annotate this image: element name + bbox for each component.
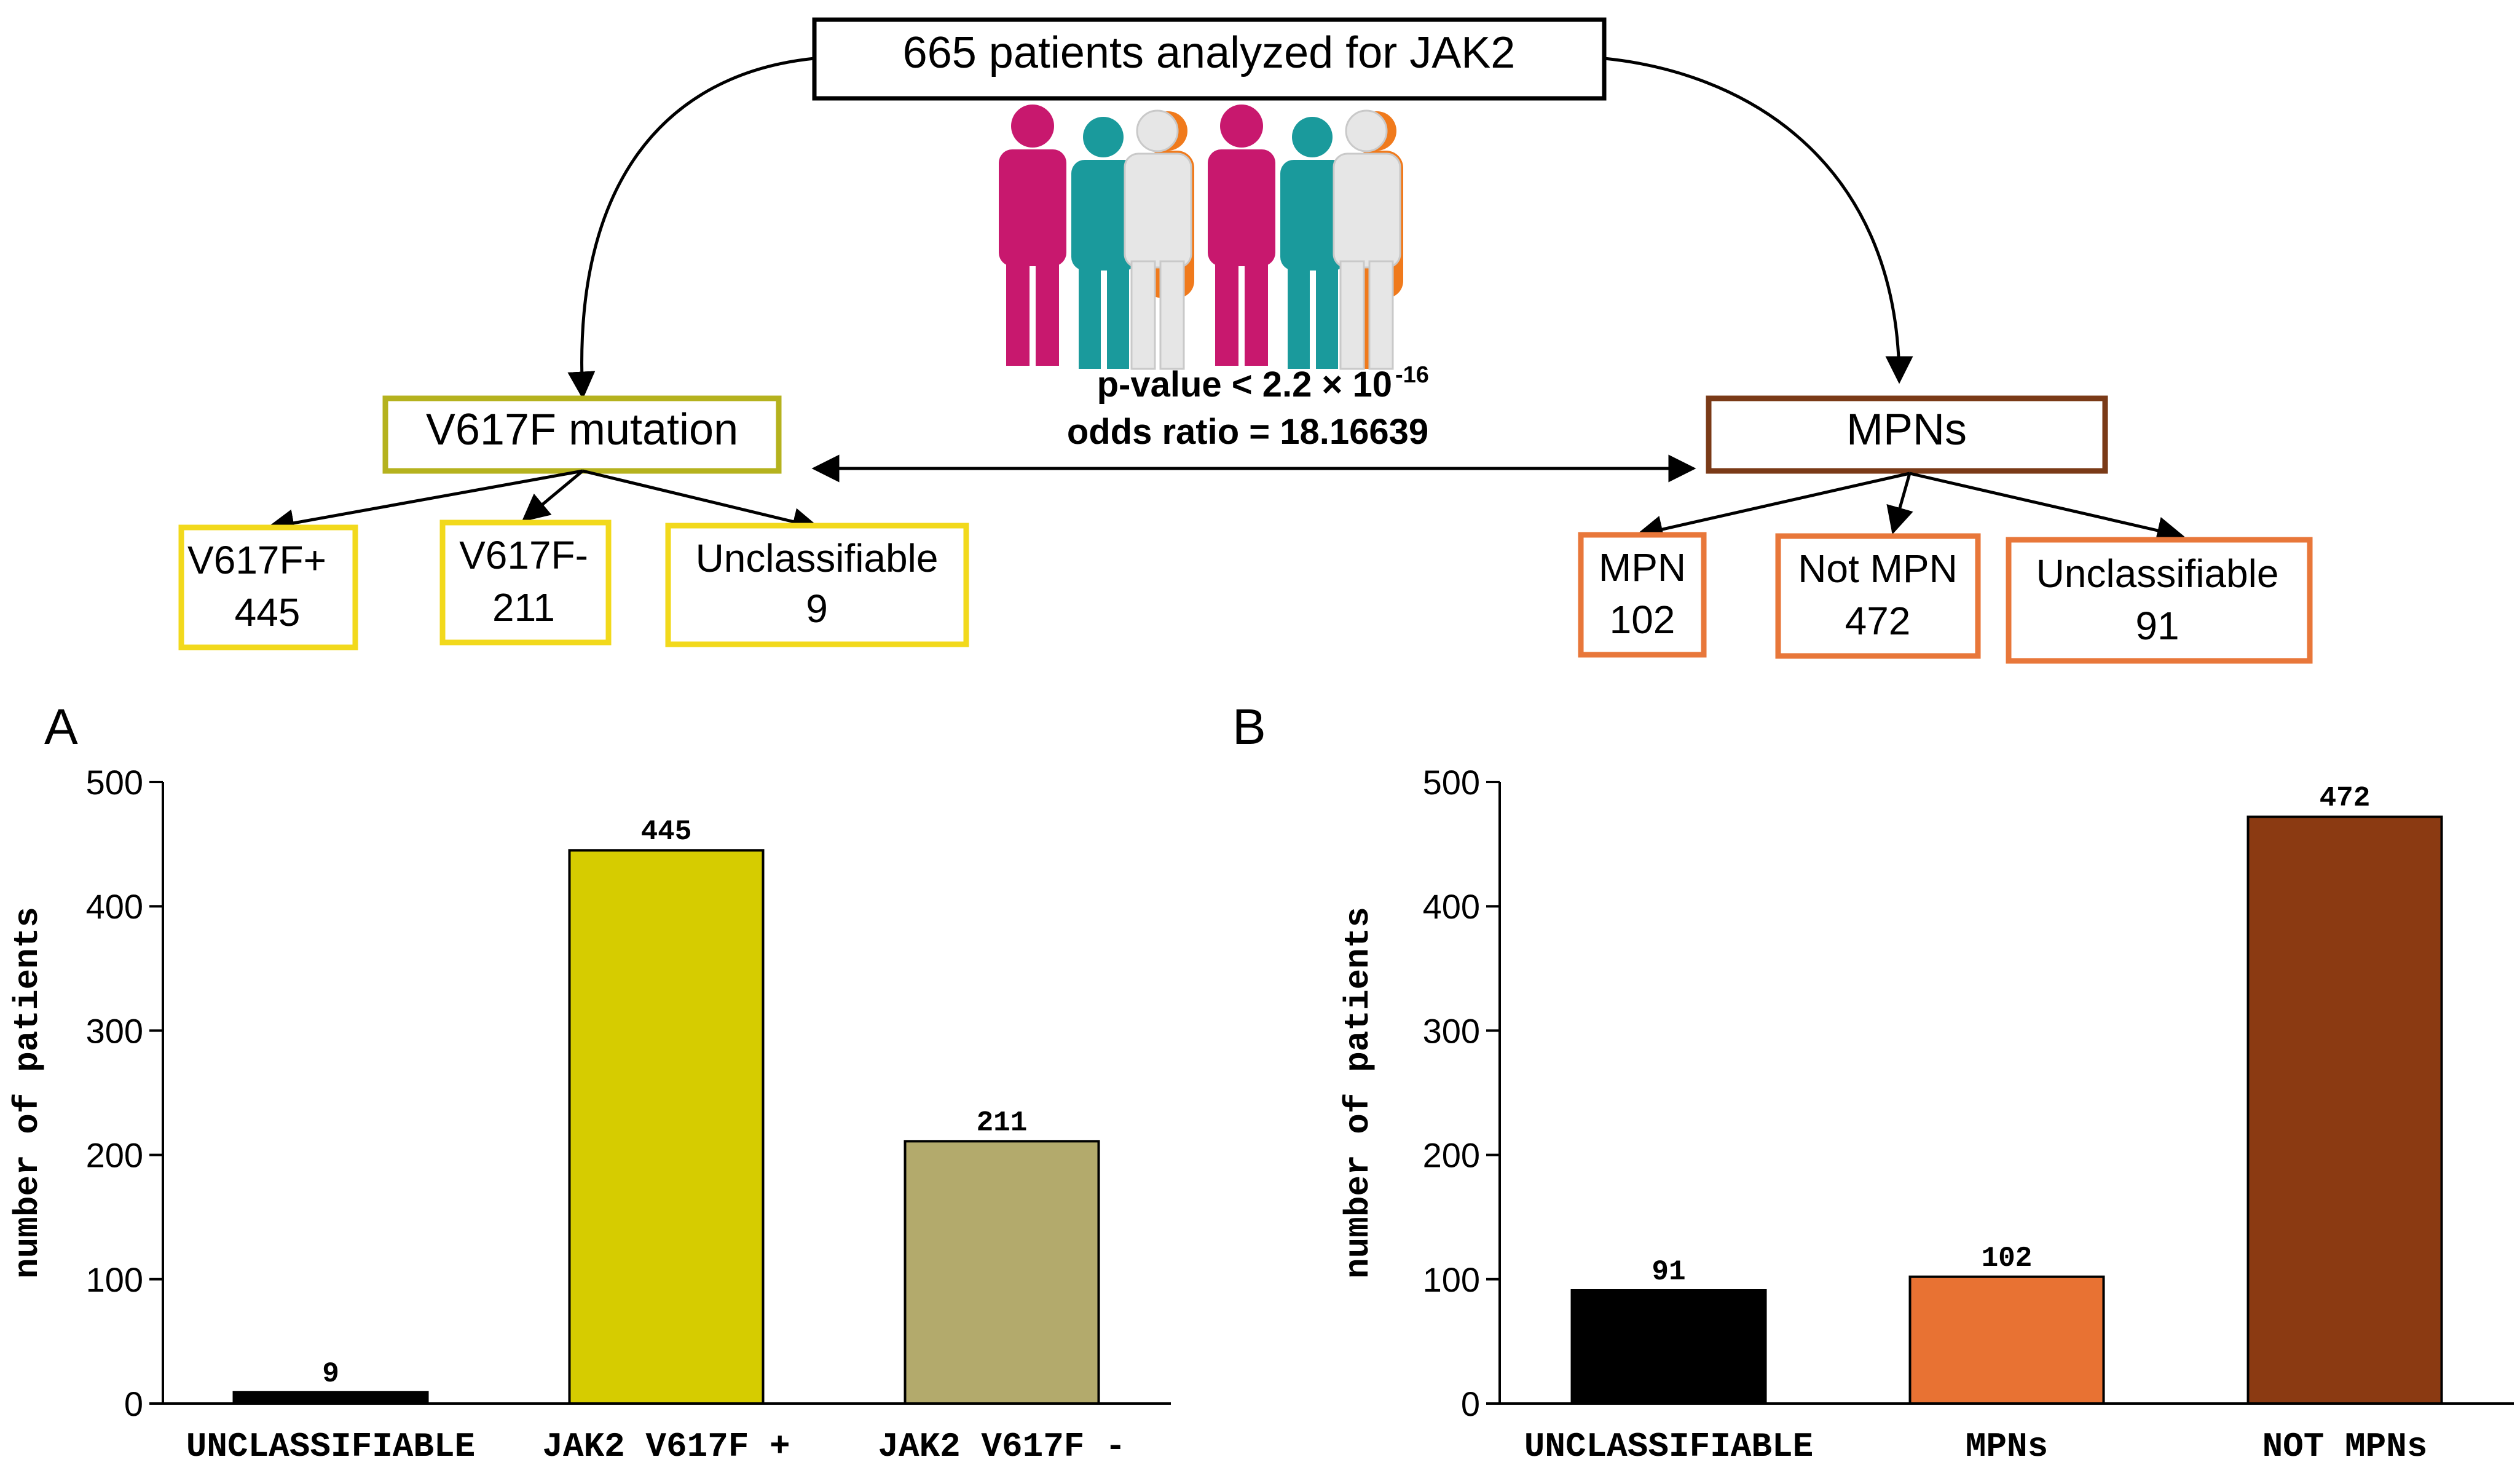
not-mpn-value: 472: [1845, 599, 1911, 643]
data-label: 91: [1652, 1256, 1685, 1288]
panel-a: A 0 100 200 300 400 500 number of patients 9 UNC…: [8, 699, 1171, 1466]
data-label: 211: [977, 1107, 1028, 1139]
y-tick-label: 400: [86, 887, 143, 926]
y-tick-label: 400: [1423, 887, 1480, 926]
v617f-negative-box: V617F- 211: [439, 519, 612, 646]
data-label: 9: [322, 1358, 339, 1390]
y-tick-label: 300: [86, 1011, 143, 1050]
v617f-negative-label: V617F-: [459, 533, 588, 577]
left-unclassifiable-value: 9: [806, 586, 828, 631]
x-tick-label: JAK2 V617F +: [542, 1427, 790, 1466]
statistics-text: p-value < 2.2 × 10 -16 odds ratio = 18.1…: [1067, 362, 1429, 452]
arrow-right-child-3: [1909, 472, 2185, 544]
arrow-left-child-3: [582, 469, 821, 535]
bar: [2246, 815, 2443, 1405]
arrow-top-to-right: [1604, 57, 1913, 384]
arrow-left-child-1: [266, 469, 583, 537]
top-box-label: 665 patients analyzed for JAK2: [903, 28, 1516, 77]
arrow-right-child-1: [1635, 472, 1910, 543]
v617f-mutation-label: V617F mutation: [426, 405, 738, 454]
left-unclassifiable-label: Unclassifiable: [696, 536, 939, 580]
data-label: 102: [1982, 1242, 2033, 1274]
mpns-label: MPNs: [1846, 405, 1967, 454]
x-tick-label: UNCLASSIFIABLE: [186, 1427, 475, 1466]
mpn-value: 102: [1610, 598, 1675, 642]
x-tick-label: JAK2 V617F -: [878, 1427, 1125, 1466]
chart-b: 0 100 200 300 400 500 number of patients 91 UNCL…: [1339, 763, 2514, 1466]
bar: [904, 1140, 1100, 1405]
right-unclassifiable-box: Unclassifiable 91: [2006, 537, 2313, 664]
y-tick-label: 0: [1461, 1384, 1480, 1423]
bar: [1570, 1289, 1767, 1405]
mpn-box: MPN 102: [1578, 532, 1707, 658]
panel-a-letter: A: [44, 699, 78, 755]
mpns-box: MPNs: [1706, 395, 2108, 474]
v617f-positive-box: V617F+ 445: [178, 524, 358, 650]
not-mpn-label: Not MPN: [1798, 547, 1958, 591]
bar: [1908, 1275, 2105, 1405]
flow-diagram: 665 patients analyzed for JAK2: [178, 17, 2313, 664]
top-box: 665 patients analyzed for JAK2: [812, 17, 1607, 101]
panel-b: B 0 100 200 300 400 500 number of patients 91 UN…: [1232, 699, 2514, 1466]
bar: [232, 1391, 429, 1405]
y-tick-label: 200: [86, 1136, 143, 1175]
data-label: 472: [2320, 783, 2371, 815]
x-tick-label: NOT MPNs: [2262, 1427, 2428, 1466]
left-unclassifiable-box: Unclassifiable 9: [665, 523, 969, 647]
y-tick-label: 500: [1423, 763, 1480, 802]
odds-ratio-text: odds ratio = 18.16639: [1067, 412, 1428, 452]
y-tick-label: 200: [1423, 1136, 1480, 1175]
pvalue-text: p-value < 2.2 × 10: [1097, 365, 1392, 405]
pvalue-exponent: -16: [1395, 362, 1429, 388]
x-tick-label: UNCLASSIFIABLE: [1524, 1427, 1813, 1466]
y-tick-label: 100: [86, 1260, 143, 1299]
arrow-right-child-2: [1886, 473, 1913, 535]
data-label: 445: [641, 816, 692, 848]
not-mpn-box: Not MPN 472: [1775, 533, 1981, 659]
y-tick-label: 0: [124, 1384, 143, 1423]
bar: [568, 849, 765, 1405]
mpn-label: MPN: [1599, 545, 1686, 590]
v617f-positive-value: 445: [235, 590, 301, 634]
right-unclassifiable-value: 91: [2135, 604, 2179, 648]
v617f-mutation-box: V617F mutation: [382, 395, 782, 474]
right-unclassifiable-label: Unclassifiable: [2036, 551, 2279, 596]
panel-b-letter: B: [1232, 699, 1266, 755]
people-icon: [999, 105, 1403, 370]
arrow-left-child-2: [521, 470, 584, 522]
y-tick-label: 300: [1423, 1011, 1480, 1050]
y-axis-label: number of patients: [1339, 907, 1378, 1279]
y-tick-label: 500: [86, 763, 143, 802]
v617f-positive-label: V617F+: [187, 538, 326, 582]
y-tick-label: 100: [1423, 1260, 1480, 1299]
y-axis-label: number of patients: [8, 907, 47, 1279]
v617f-negative-value: 211: [492, 585, 555, 630]
arrow-top-to-left: [567, 57, 815, 400]
x-tick-label: MPNs: [1966, 1427, 2048, 1466]
chart-a: 0 100 200 300 400 500 number of patients 9 UNCLA…: [8, 763, 1171, 1466]
